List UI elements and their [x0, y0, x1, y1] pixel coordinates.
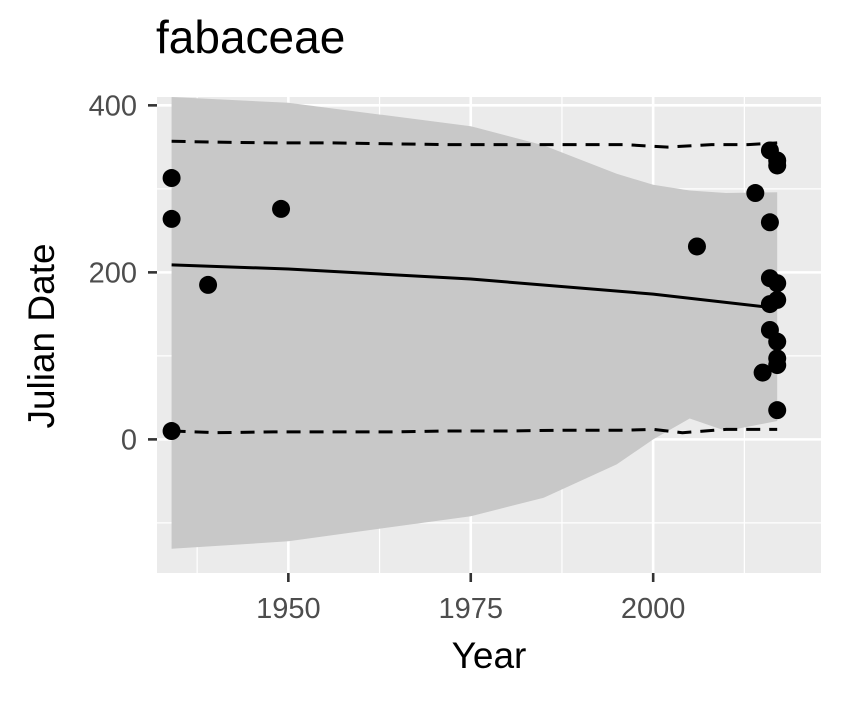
y-tick-label: 0: [121, 424, 137, 456]
x-tick-label: 1950: [256, 593, 321, 625]
data-point: [753, 363, 772, 382]
data-point: [768, 356, 787, 375]
y-tick-label: 200: [89, 257, 137, 289]
data-point: [768, 156, 787, 175]
data-point: [272, 199, 291, 218]
upper-quantile-line: [171, 139, 778, 149]
y-axis-title: Julian Date: [21, 243, 62, 428]
data-point: [760, 213, 779, 232]
data-point: [162, 169, 181, 188]
x-tick-label: 2000: [621, 593, 686, 625]
lower-quantile-line: [171, 427, 778, 435]
data-point: [199, 275, 218, 294]
confidence-ribbon: [171, 97, 778, 549]
x-axis-title: Year: [452, 635, 527, 676]
data-point: [768, 332, 787, 351]
data-point: [768, 290, 787, 309]
chart-title: fabaceae: [156, 11, 346, 63]
confidence-band: [171, 97, 778, 549]
data-points: [162, 141, 787, 441]
y-tick-label: 400: [89, 90, 137, 122]
data-point: [162, 209, 181, 228]
fit-line: [171, 263, 778, 310]
data-point: [746, 184, 765, 203]
fit-lines: [171, 139, 778, 435]
data-point: [768, 274, 787, 293]
data-point: [768, 401, 787, 420]
x-tick-label: 1975: [439, 593, 504, 625]
data-point: [687, 237, 706, 256]
data-point: [162, 422, 181, 441]
axes: 1950 1975 2000 0 200 400: [89, 90, 686, 625]
